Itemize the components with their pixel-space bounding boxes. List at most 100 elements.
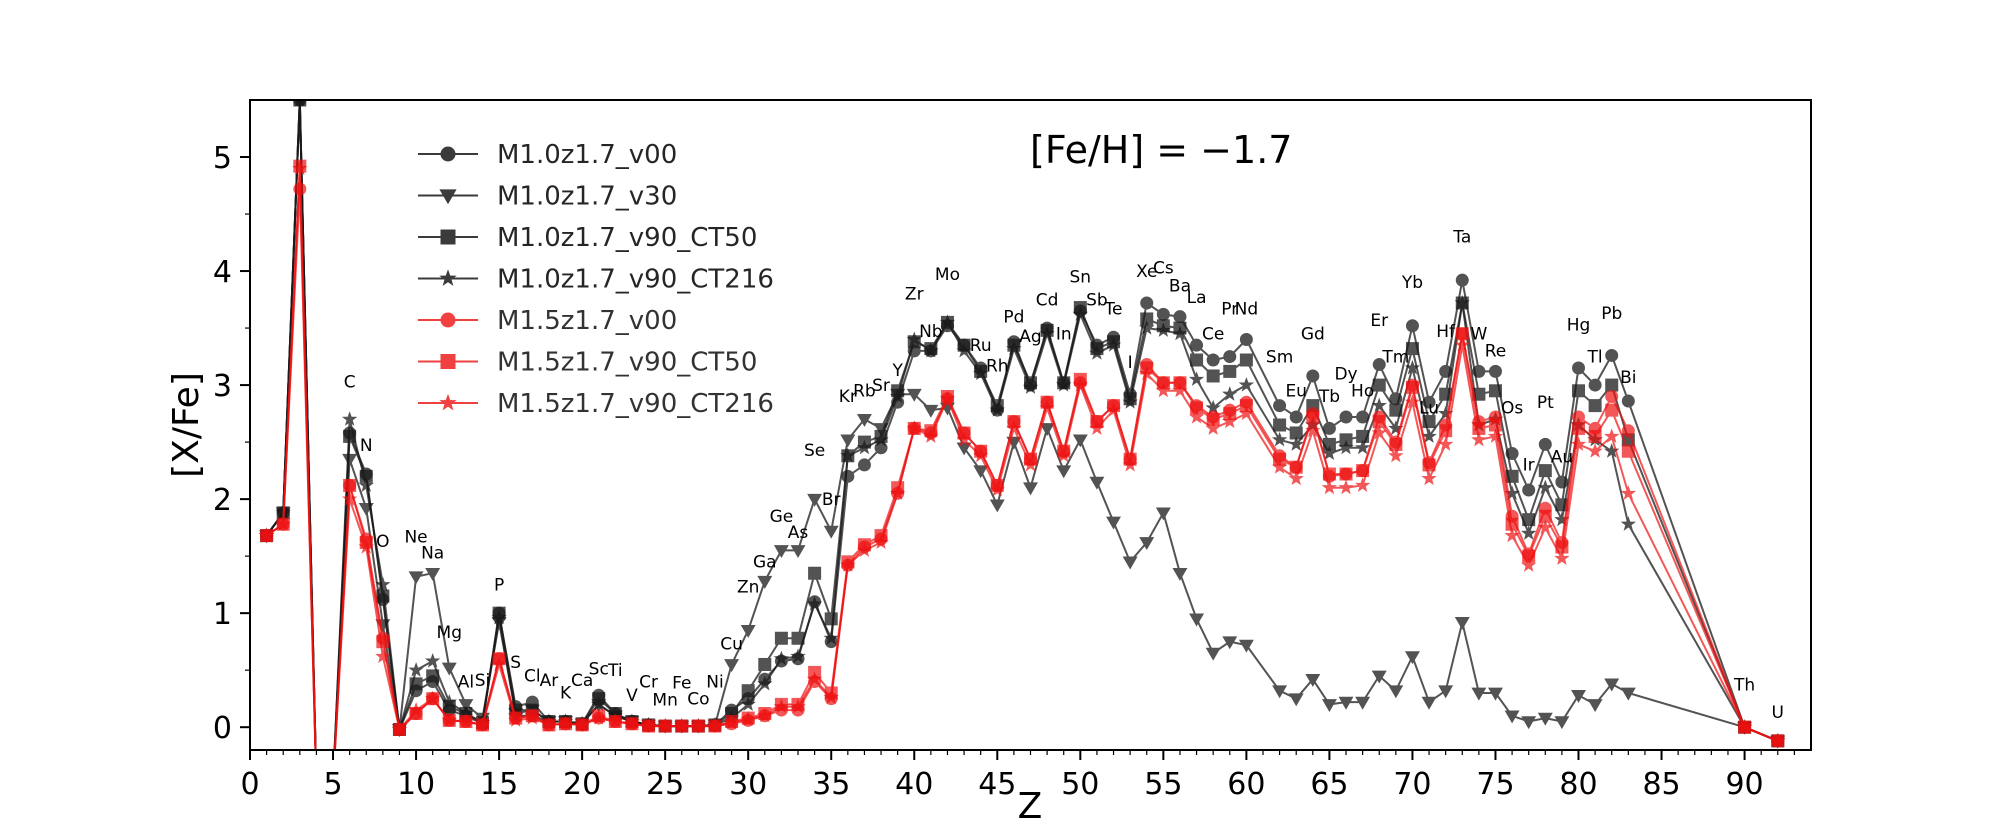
- data-point: [856, 439, 873, 455]
- data-point: [774, 631, 788, 645]
- data-point: [258, 527, 275, 543]
- data-point: [1105, 337, 1122, 352]
- data-point: [1273, 418, 1287, 432]
- data-point: [1339, 410, 1353, 424]
- element-label-Pr: Pr: [1221, 299, 1238, 319]
- element-label-Rh: Rh: [986, 356, 1009, 376]
- data-point: [441, 712, 458, 727]
- data-point: [1454, 294, 1470, 310]
- data-point: [1605, 348, 1619, 362]
- data-point: [1522, 483, 1536, 497]
- data-point: [808, 566, 822, 580]
- data-point: [806, 595, 823, 611]
- data-point: [824, 612, 838, 626]
- element-label-Th: Th: [1733, 676, 1755, 696]
- data-point: [1537, 519, 1553, 535]
- legend-label: M1.5z1.7_v90_CT216: [497, 389, 774, 419]
- x-axis-title: Z: [1018, 786, 1043, 827]
- element-label-Ca: Ca: [571, 671, 593, 691]
- data-point: [1339, 467, 1353, 481]
- data-point: [906, 420, 922, 436]
- x-tick-label: 40: [895, 767, 933, 802]
- data-point: [1055, 447, 1072, 463]
- element-label-Sc: Sc: [589, 660, 609, 680]
- x-tick-label: 55: [1144, 767, 1182, 802]
- data-point: [840, 557, 856, 572]
- element-label-Cl: Cl: [524, 667, 541, 687]
- data-point: [1006, 420, 1022, 436]
- legend-marker: [439, 393, 457, 411]
- data-point: [507, 712, 524, 727]
- data-point: [856, 542, 873, 558]
- element-label-Al: Al: [458, 672, 474, 692]
- data-point: [840, 434, 856, 448]
- y-tick-label: 5: [213, 141, 232, 176]
- data-point: [1421, 428, 1437, 443]
- data-point: [972, 365, 989, 381]
- data-point: [1190, 338, 1204, 352]
- data-point: [1404, 651, 1420, 665]
- data-point: [524, 710, 541, 725]
- data-point: [874, 441, 888, 455]
- legend-marker: [440, 354, 456, 369]
- x-tick-label: 15: [480, 767, 518, 802]
- element-label-Ba: Ba: [1169, 277, 1191, 297]
- data-point: [1538, 437, 1552, 451]
- x-tick-label: 20: [563, 767, 601, 802]
- data-point: [823, 630, 839, 645]
- x-tick-label: 5: [323, 767, 342, 802]
- data-point: [458, 699, 474, 712]
- x-tick-label: 80: [1559, 767, 1597, 802]
- data-point: [1371, 397, 1387, 413]
- data-point: [358, 538, 374, 554]
- data-point: [1238, 639, 1254, 653]
- data-point: [640, 717, 657, 733]
- data-point: [923, 404, 939, 418]
- data-point: [1421, 696, 1437, 710]
- legend-label: M1.5z1.7_v90_CT50: [497, 348, 757, 378]
- data-point: [1289, 410, 1303, 424]
- data-point: [1405, 319, 1419, 333]
- data-point: [1471, 431, 1487, 447]
- series-line: [265, 100, 1779, 750]
- element-label-Sn: Sn: [1070, 267, 1092, 287]
- element-label-Ne: Ne: [404, 527, 427, 547]
- y-tick-label: 2: [213, 483, 232, 518]
- data-point: [310, 778, 322, 790]
- data-point: [1089, 476, 1105, 490]
- data-point: [939, 390, 956, 406]
- data-point: [1439, 424, 1453, 438]
- data-point: [1288, 436, 1304, 451]
- data-point: [1537, 479, 1553, 495]
- data-point: [1571, 689, 1586, 703]
- data-point: [989, 481, 1006, 497]
- data-point: [310, 778, 323, 790]
- data-point: [1222, 636, 1238, 650]
- element-label-Tm: Tm: [1381, 347, 1409, 367]
- data-point: [1271, 459, 1288, 474]
- legend-entry: M1.5z1.7_v00: [418, 306, 677, 336]
- data-point: [1239, 353, 1253, 367]
- legend-label: M1.0z1.7_v00: [497, 140, 677, 170]
- element-label-Cd: Cd: [1036, 290, 1059, 310]
- data-point: [1605, 403, 1619, 417]
- data-point: [1620, 687, 1636, 701]
- element-label-Ge: Ge: [770, 507, 794, 527]
- data-point: [1273, 399, 1287, 413]
- element-label-Zn: Zn: [737, 578, 759, 598]
- x-tick-label: 30: [729, 767, 767, 802]
- data-point: [310, 778, 322, 790]
- y-tick-label: 0: [213, 711, 232, 746]
- element-label-Si: Si: [475, 671, 491, 691]
- element-label-As: As: [788, 523, 809, 543]
- data-point: [1554, 550, 1570, 566]
- data-point: [408, 702, 424, 717]
- data-point: [807, 493, 823, 507]
- data-point: [856, 413, 872, 427]
- data-point: [1587, 443, 1603, 458]
- data-point: [1338, 439, 1354, 455]
- data-point: [1321, 479, 1338, 495]
- element-label-Sr: Sr: [872, 376, 890, 396]
- data-point: [1172, 382, 1188, 398]
